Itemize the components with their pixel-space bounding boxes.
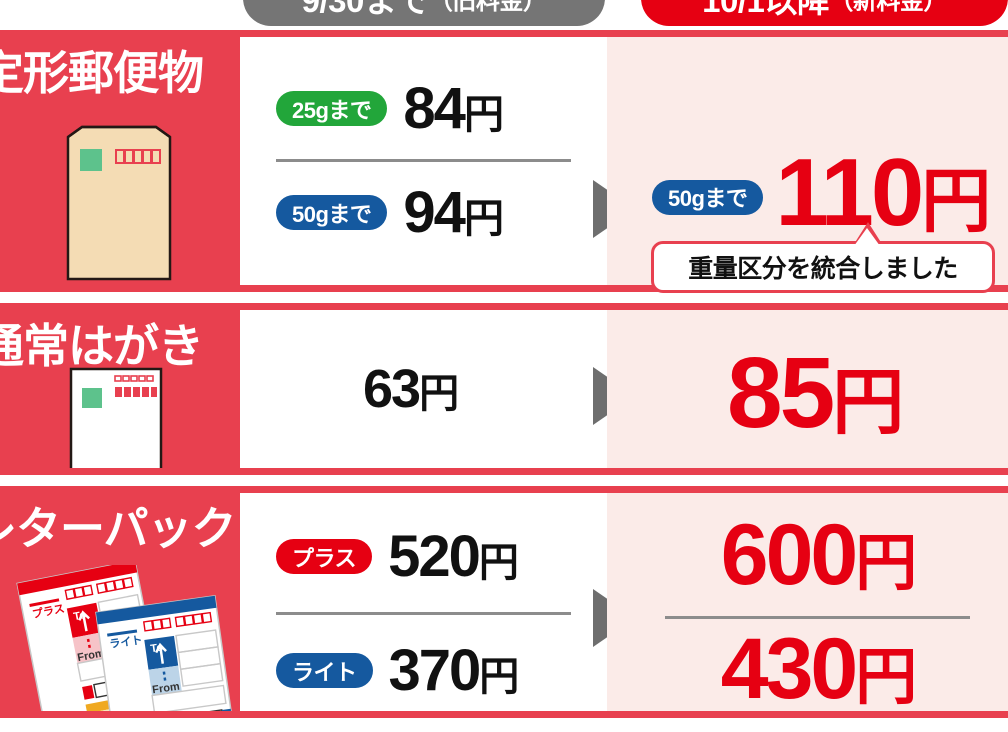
callout-tail-inner-icon	[854, 228, 880, 246]
old-rate-line-postcard: 63円	[363, 358, 459, 420]
old-rate-line-light: ライト 370円	[276, 637, 576, 704]
legend-old-main: 9/30まで	[301, 0, 430, 19]
category-label: 通常はがき	[0, 320, 204, 372]
type-badge-light: ライト	[276, 653, 373, 688]
old-amount-50g: 94円	[403, 180, 504, 245]
old-rate-line-plus: プラス 520円	[276, 523, 576, 590]
new-rate-cell-postcard: 85円	[607, 310, 1008, 468]
table-row-standard-mail: 定形郵便物 25gまで 84円 50gまで	[0, 30, 1008, 293]
rate-comparison-table: 定形郵便物 25gまで 84円 50gまで	[0, 30, 1008, 718]
envelope-icon	[66, 125, 172, 281]
price-divider	[665, 616, 970, 619]
postcard-icon	[69, 367, 163, 468]
new-rate-cell-standard-mail: 50gまで 110円 重量区分を統合しました	[607, 37, 1008, 293]
category-label: レターパック	[0, 503, 237, 554]
new-amount-110: 110円	[775, 139, 991, 246]
category-cell-postcard: 通常はがき	[0, 310, 240, 468]
new-amount-600: 600円	[720, 507, 918, 603]
letterpack-light-illustration: ライト To From	[95, 594, 238, 711]
legend-pill-new-rates: 10/1以降 （新料金）	[641, 0, 1008, 26]
old-rate-cell-postcard: 63円	[243, 310, 607, 468]
old-amount-370: 370円	[388, 638, 520, 703]
callout-weight-merged: 重量区分を統合しました	[651, 222, 995, 293]
old-rate-cell-standard-mail: 25gまで 84円 50gまで 94円	[243, 37, 607, 285]
svg-text:ライト: ライト	[109, 633, 143, 650]
new-amount-85: 85円	[727, 337, 904, 449]
old-rate-line-50g: 50gまで 94円	[276, 179, 576, 246]
legend-pill-old-rates: 9/30まで （旧料金）	[243, 0, 605, 26]
legend-new-paren: （新料金）	[829, 0, 947, 15]
table-row-postcard: 通常はがき	[0, 303, 1008, 475]
new-rate-line-postcard: 85円	[727, 328, 904, 468]
old-rate-cell-letterpack: プラス 520円 ライト 370円	[243, 493, 607, 711]
price-divider	[276, 612, 571, 615]
category-cell-standard-mail: 定形郵便物	[0, 37, 240, 285]
category-cell-letterpack: レターパック プラス To	[0, 493, 240, 711]
new-rate-lines-letterpack: 600円 430円	[665, 511, 970, 722]
new-rate-cell-letterpack: 600円 430円	[607, 493, 1008, 713]
new-rate-line-50g: 50gまで 110円	[652, 139, 991, 249]
old-rate-line-25g: 25gまで 84円	[276, 75, 576, 142]
legend-old-paren: （旧料金）	[428, 0, 547, 15]
table-row-letterpack: レターパック プラス To	[0, 486, 1008, 718]
legend-new-main: 10/1以降	[702, 0, 830, 19]
weight-badge-25g: 25gまで	[276, 91, 388, 126]
header-legend: 9/30まで （旧料金） 10/1以降 （新料金）	[0, 0, 1008, 30]
type-badge-plus: プラス	[276, 539, 373, 574]
category-label: 定形郵便物	[0, 47, 204, 99]
new-amount-430: 430円	[720, 621, 918, 717]
callout-text: 重量区分を統合しました	[688, 255, 958, 283]
old-amount-25g: 84円	[403, 76, 504, 141]
price-divider	[276, 159, 571, 162]
weight-badge-50g: 50gまで	[276, 195, 388, 230]
old-amount-520: 520円	[388, 524, 519, 589]
weight-badge-50g-new: 50gまで	[652, 179, 764, 215]
old-amount-63: 63円	[363, 359, 459, 419]
letterpack-icon: プラス To From	[16, 565, 238, 711]
